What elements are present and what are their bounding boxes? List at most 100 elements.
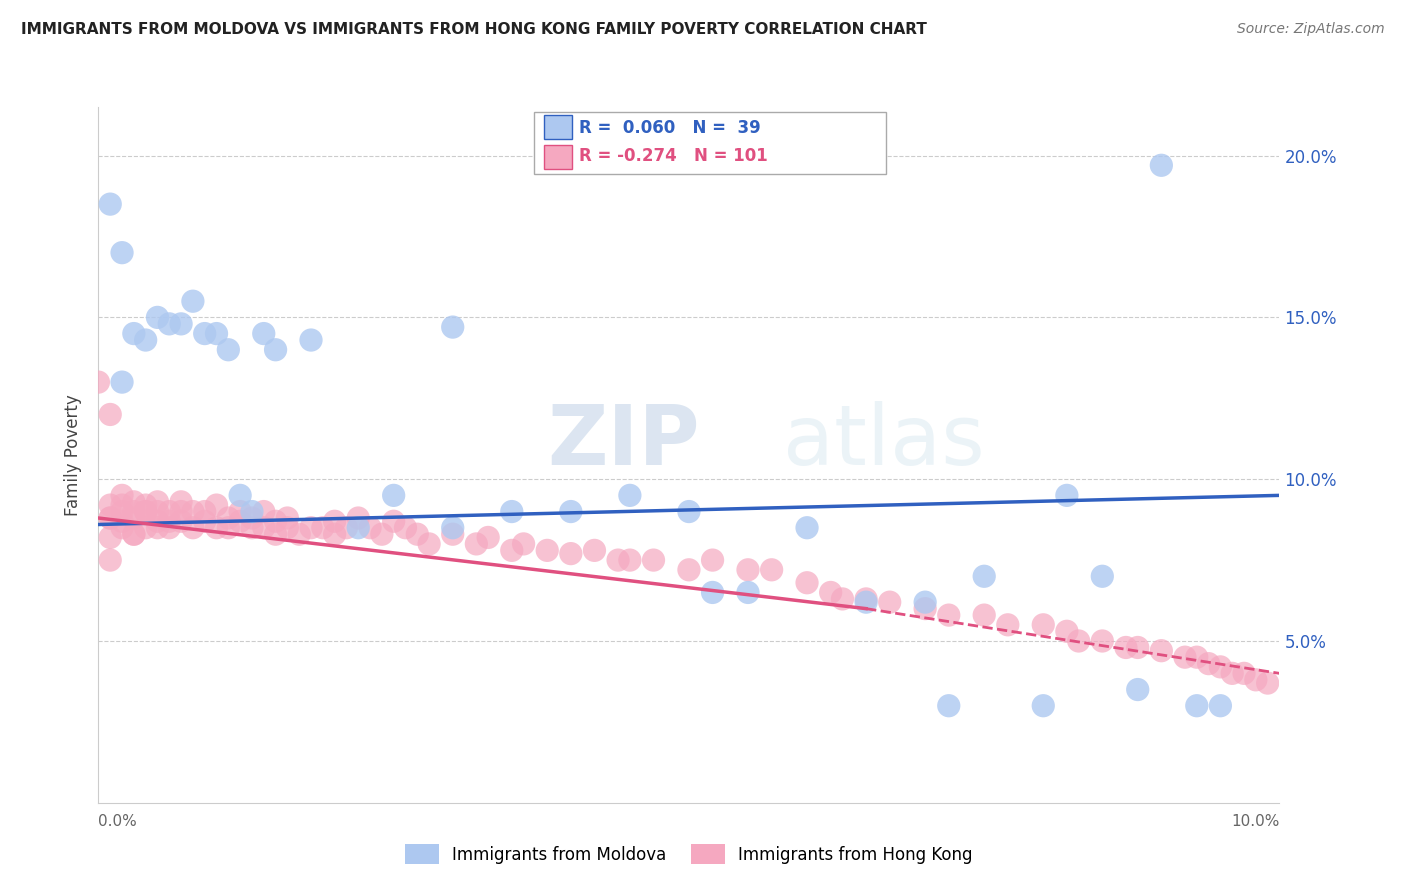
Point [560, 504, 582, 518]
Point [406, 527, 429, 541]
Point [678, 563, 700, 577]
Point [146, 310, 169, 325]
Point [702, 585, 724, 599]
Point [643, 553, 665, 567]
Point [1126, 682, 1149, 697]
Point [371, 527, 394, 541]
Point [146, 495, 169, 509]
Point [796, 575, 818, 590]
Text: R =  0.060   N =  39: R = 0.060 N = 39 [579, 119, 761, 136]
Point [855, 591, 877, 606]
Point [264, 514, 287, 528]
Point [157, 521, 180, 535]
Point [194, 514, 217, 528]
Point [477, 531, 499, 545]
Point [217, 343, 239, 357]
Point [98, 511, 121, 525]
Point [973, 569, 995, 583]
Point [323, 527, 346, 541]
Point [181, 504, 204, 518]
Point [512, 537, 534, 551]
Point [335, 521, 357, 535]
Point [359, 521, 381, 535]
Point [501, 504, 523, 518]
Point [997, 617, 1019, 632]
Point [1032, 617, 1054, 632]
Point [938, 698, 960, 713]
Point [1126, 640, 1149, 655]
Point [276, 521, 298, 535]
Point [122, 495, 145, 509]
Point [122, 504, 145, 518]
Point [194, 504, 217, 518]
Point [418, 537, 440, 551]
Point [229, 488, 252, 502]
Point [170, 495, 193, 509]
Point [820, 585, 842, 599]
Point [253, 504, 276, 518]
Point [382, 488, 405, 502]
Point [560, 547, 582, 561]
Point [441, 320, 464, 334]
Point [1091, 634, 1114, 648]
Point [181, 294, 204, 309]
Point [240, 511, 263, 525]
Point [87, 375, 110, 389]
Point [170, 514, 193, 528]
Point [855, 595, 877, 609]
Point [1198, 657, 1220, 671]
Point [1056, 624, 1078, 639]
Point [111, 375, 134, 389]
Point [217, 521, 239, 535]
Point [111, 521, 134, 535]
Point [1115, 640, 1137, 655]
Point [1244, 673, 1267, 687]
Point [441, 527, 464, 541]
Point [465, 537, 488, 551]
Point [135, 333, 157, 347]
Text: 0.0%: 0.0% [98, 814, 138, 829]
Point [122, 527, 145, 541]
Point [1056, 488, 1078, 502]
Point [299, 521, 322, 535]
Point [157, 317, 180, 331]
Point [973, 608, 995, 623]
Point [122, 326, 145, 341]
Point [288, 527, 311, 541]
Point [1220, 666, 1243, 681]
Point [879, 595, 901, 609]
Point [98, 408, 121, 422]
Point [619, 553, 641, 567]
Point [111, 514, 134, 528]
Point [181, 521, 204, 535]
Point [1257, 676, 1279, 690]
Point [312, 521, 335, 535]
Point [111, 504, 134, 518]
Point [1032, 698, 1054, 713]
Point [441, 521, 464, 535]
Point [831, 591, 853, 606]
Point [1185, 650, 1208, 665]
Point [607, 553, 630, 567]
Point [276, 511, 298, 525]
Point [170, 317, 193, 331]
Text: R = -0.274   N = 101: R = -0.274 N = 101 [579, 147, 768, 165]
Point [111, 488, 134, 502]
Point [229, 504, 252, 518]
Point [170, 504, 193, 518]
Point [347, 511, 370, 525]
Point [501, 543, 523, 558]
Point [394, 521, 416, 535]
Point [98, 553, 121, 567]
Text: 10.0%: 10.0% [1232, 814, 1279, 829]
Point [323, 514, 346, 528]
Point [135, 498, 157, 512]
Point [1067, 634, 1090, 648]
Point [157, 504, 180, 518]
Point [1150, 158, 1173, 172]
Point [253, 326, 276, 341]
Text: IMMIGRANTS FROM MOLDOVA VS IMMIGRANTS FROM HONG KONG FAMILY POVERTY CORRELATION : IMMIGRANTS FROM MOLDOVA VS IMMIGRANTS FR… [21, 22, 927, 37]
Point [678, 504, 700, 518]
Point [1150, 643, 1173, 657]
Point [111, 498, 134, 512]
